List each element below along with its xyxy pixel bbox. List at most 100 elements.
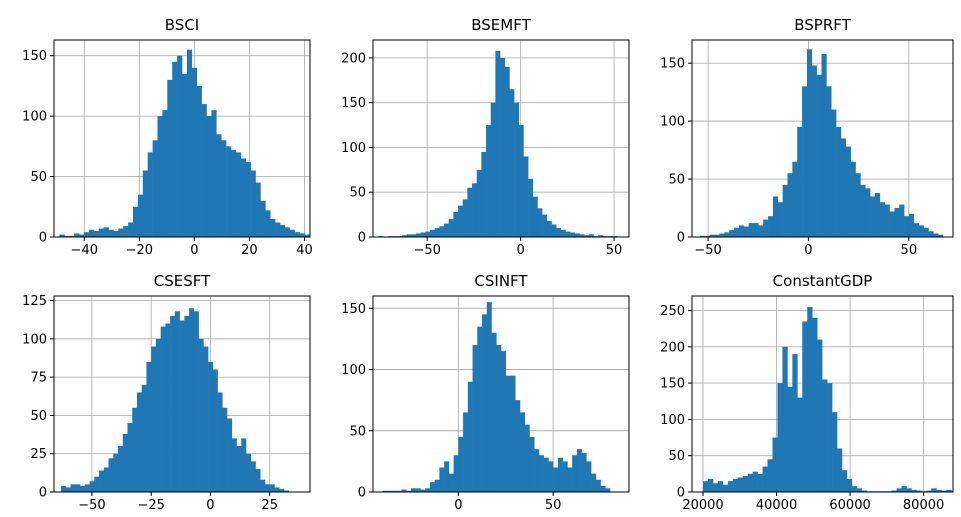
histogram-bar <box>598 235 604 237</box>
histogram-bar <box>519 412 526 492</box>
histogram-bar <box>401 235 407 237</box>
y-tick-label: 150 <box>660 377 685 392</box>
histogram-bar <box>865 188 871 237</box>
histogram-bar <box>264 484 271 492</box>
histogram-bar <box>152 140 158 237</box>
histogram-bar <box>572 455 578 492</box>
histogram-bar <box>448 473 454 492</box>
histogram-bar <box>600 485 606 492</box>
histogram-bar <box>70 484 76 492</box>
histogram-bar <box>738 225 745 237</box>
histogram-bar <box>918 225 924 237</box>
y-tick-label: 100 <box>660 413 685 428</box>
histogram-bar <box>467 187 473 237</box>
histogram-bar <box>482 314 488 492</box>
histogram-bar <box>581 452 587 492</box>
histogram-bar <box>542 214 548 237</box>
histogram-bar <box>103 227 109 237</box>
chart-1-axes-frame <box>53 39 311 238</box>
histogram-bar <box>861 490 868 492</box>
histogram-bar <box>411 234 417 237</box>
chart-3-bars <box>700 49 944 237</box>
histogram-bar <box>782 346 788 492</box>
histogram-bar <box>98 228 104 237</box>
histogram-bar <box>136 392 143 492</box>
histogram-bar <box>147 152 153 237</box>
histogram-bar <box>118 228 124 237</box>
y-tick-label: 0 <box>358 486 366 501</box>
chart-5-axes-frame <box>372 295 630 493</box>
histogram-bar <box>586 461 592 492</box>
histogram-bar <box>908 213 915 237</box>
histogram-bar <box>576 449 582 492</box>
histogram-bar <box>284 227 291 237</box>
histogram-bar <box>860 184 866 237</box>
histogram-bar <box>529 436 535 492</box>
histogram-bar <box>472 183 478 237</box>
y-tick-label: 75 <box>30 371 47 386</box>
histogram-bar <box>496 345 502 492</box>
histogram-bar <box>420 232 426 237</box>
x-tick-label: 40000 <box>756 498 797 513</box>
x-tick-label: 25 <box>261 498 278 513</box>
histogram-bar <box>186 49 193 237</box>
histogram-bar <box>216 134 222 237</box>
histogram-bar <box>439 226 445 237</box>
histogram-bar <box>294 232 300 237</box>
histogram-bar <box>64 235 70 237</box>
y-tick-label: 0 <box>39 231 47 246</box>
histogram-bar <box>703 481 709 492</box>
histogram-bar <box>279 488 285 492</box>
histogram-bar <box>574 233 580 237</box>
histogram-bar <box>467 381 473 492</box>
histogram-bar <box>584 235 590 237</box>
histogram-bar <box>748 223 754 237</box>
histogram-bar <box>928 231 934 237</box>
histogram-bar <box>174 311 180 492</box>
histogram-bar <box>458 436 464 492</box>
histogram-bar <box>855 173 861 237</box>
histogram-bar <box>913 223 919 237</box>
histogram-bar <box>201 104 207 237</box>
y-tick-label: 50 <box>30 409 47 424</box>
histogram-bar <box>904 216 910 237</box>
histogram-bar <box>926 490 932 492</box>
histogram-bar <box>553 467 559 492</box>
histogram-bar <box>899 204 905 237</box>
histogram-bar <box>495 50 501 237</box>
histogram-bar <box>879 202 885 237</box>
histogram-bar <box>80 485 86 492</box>
histogram-bar <box>772 196 779 237</box>
histogram-bar <box>122 433 128 492</box>
chart-5-bars <box>382 302 611 492</box>
histogram-bar <box>538 455 544 492</box>
y-tick-label: 150 <box>341 96 366 111</box>
histogram-bar <box>196 85 202 237</box>
histogram-bar <box>826 86 832 237</box>
histogram-bar <box>406 234 412 237</box>
histogram-bar <box>782 184 788 237</box>
histogram-bar <box>93 230 100 237</box>
y-tick-label: 200 <box>341 51 366 66</box>
histogram-bar <box>486 302 492 492</box>
histogram-bar <box>108 458 114 492</box>
histogram-bar <box>151 346 157 492</box>
x-tick-label: 50 <box>545 498 562 513</box>
histogram-bar <box>165 323 171 492</box>
histogram-bar <box>797 126 803 237</box>
histogram-bar <box>61 485 67 492</box>
histogram-bar <box>792 161 798 237</box>
histogram-bar <box>118 446 124 492</box>
histogram-bar <box>177 55 183 237</box>
histogram-bar <box>717 481 724 492</box>
chart-6-bars <box>703 306 953 492</box>
histogram-bar <box>704 235 711 237</box>
histogram-bar <box>817 339 823 492</box>
histogram-bar <box>763 219 769 237</box>
histogram-bar <box>222 407 228 492</box>
histogram-bar <box>501 351 507 492</box>
histogram-bar <box>605 488 611 492</box>
histogram-bar <box>170 315 176 492</box>
histogram-bar <box>167 79 173 237</box>
chart-3-axes-frame <box>691 39 954 238</box>
